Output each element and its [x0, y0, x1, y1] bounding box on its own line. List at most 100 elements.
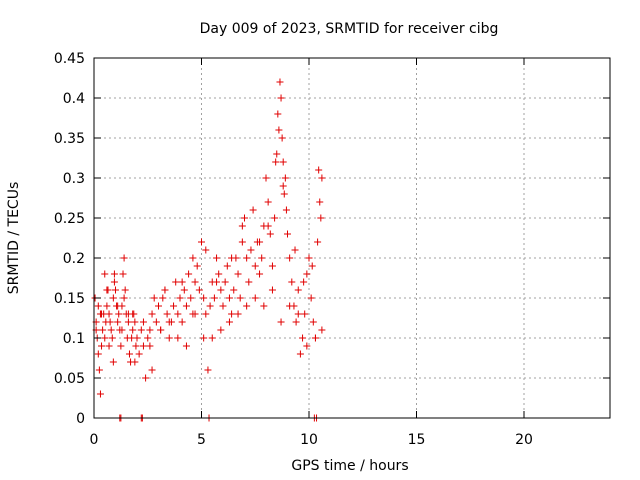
data-point: [101, 270, 109, 278]
x-tick-label: 0: [90, 432, 99, 448]
data-point: [115, 310, 123, 318]
data-points: [91, 78, 326, 422]
data-point: [225, 294, 233, 302]
data-point: [109, 294, 117, 302]
data-point: [98, 342, 106, 350]
data-point: [178, 318, 186, 326]
data-point: [187, 294, 195, 302]
data-point: [152, 318, 160, 326]
chart-title: Day 009 of 2023, SRMTID for receiver cib…: [200, 21, 499, 37]
data-point: [172, 278, 180, 286]
y-tick-label: 0.2: [63, 251, 85, 267]
data-point: [94, 350, 102, 358]
data-point: [308, 262, 316, 270]
data-point: [262, 174, 270, 182]
data-point: [95, 366, 103, 374]
x-tick-label: 20: [515, 432, 533, 448]
data-point: [213, 254, 221, 262]
data-point: [189, 254, 197, 262]
data-point: [274, 110, 282, 118]
data-point: [272, 158, 280, 166]
data-point: [96, 390, 104, 398]
data-point: [256, 238, 264, 246]
data-point: [221, 278, 229, 286]
data-point: [314, 238, 322, 246]
data-point: [281, 174, 289, 182]
data-point: [318, 174, 326, 182]
data-point: [114, 302, 122, 310]
data-point: [303, 270, 311, 278]
data-point: [264, 222, 272, 230]
data-point: [131, 318, 139, 326]
data-point: [208, 334, 216, 342]
data-point: [236, 294, 244, 302]
data-point: [195, 286, 203, 294]
grid: [94, 58, 610, 418]
data-point: [294, 310, 302, 318]
x-axis-label: GPS time / hours: [291, 458, 408, 474]
data-point: [106, 318, 114, 326]
data-point: [185, 270, 193, 278]
y-tick-label: 0.15: [54, 291, 85, 307]
data-point: [245, 278, 253, 286]
data-point: [202, 310, 210, 318]
data-point: [146, 342, 154, 350]
data-point: [217, 286, 225, 294]
data-point: [279, 182, 287, 190]
data-point: [139, 342, 147, 350]
data-point: [114, 318, 122, 326]
data-point: [217, 326, 225, 334]
data-point: [174, 334, 182, 342]
data-point: [286, 302, 294, 310]
data-point: [170, 302, 178, 310]
data-point: [247, 246, 255, 254]
data-point: [99, 326, 107, 334]
data-point: [118, 326, 126, 334]
data-point: [101, 334, 109, 342]
data-point: [148, 366, 156, 374]
data-point: [280, 190, 288, 198]
data-point: [256, 270, 264, 278]
data-point: [260, 302, 268, 310]
data-point: [251, 294, 259, 302]
y-axis-label: SRMTID / TECUs: [6, 182, 22, 295]
data-point: [119, 270, 127, 278]
data-point: [110, 270, 118, 278]
data-point: [157, 326, 165, 334]
data-point: [230, 286, 238, 294]
data-point: [120, 254, 128, 262]
data-point: [284, 230, 291, 238]
data-point: [215, 270, 223, 278]
data-point: [182, 342, 190, 350]
data-point: [279, 158, 287, 166]
data-point: [276, 78, 284, 86]
plot-frame: [93, 57, 611, 419]
data-point: [135, 350, 143, 358]
data-point: [176, 294, 184, 302]
data-point: [105, 310, 113, 318]
data-point: [191, 310, 199, 318]
data-point: [210, 294, 218, 302]
data-point: [198, 238, 205, 246]
data-point: [107, 326, 115, 334]
data-point: [103, 302, 111, 310]
data-point: [98, 310, 106, 318]
data-point: [318, 326, 326, 334]
data-point: [234, 310, 242, 318]
data-point: [110, 278, 118, 286]
data-point: [112, 286, 119, 294]
data-point: [159, 294, 167, 302]
data-point: [155, 302, 162, 310]
data-point: [165, 334, 173, 342]
data-point: [243, 302, 251, 310]
y-tick-label: 0.1: [63, 331, 85, 347]
data-point: [146, 326, 154, 334]
data-point: [277, 318, 285, 326]
data-point: [163, 310, 171, 318]
data-point: [278, 134, 286, 142]
data-point: [129, 310, 137, 318]
data-point: [108, 334, 116, 342]
data-point: [258, 254, 266, 262]
y-tick-label: 0.4: [63, 91, 85, 107]
data-point: [117, 342, 125, 350]
